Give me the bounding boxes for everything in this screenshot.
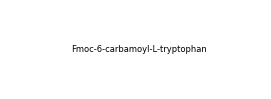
Text: Fmoc-6-carbamoyl-L-tryptophan: Fmoc-6-carbamoyl-L-tryptophan (71, 46, 207, 54)
